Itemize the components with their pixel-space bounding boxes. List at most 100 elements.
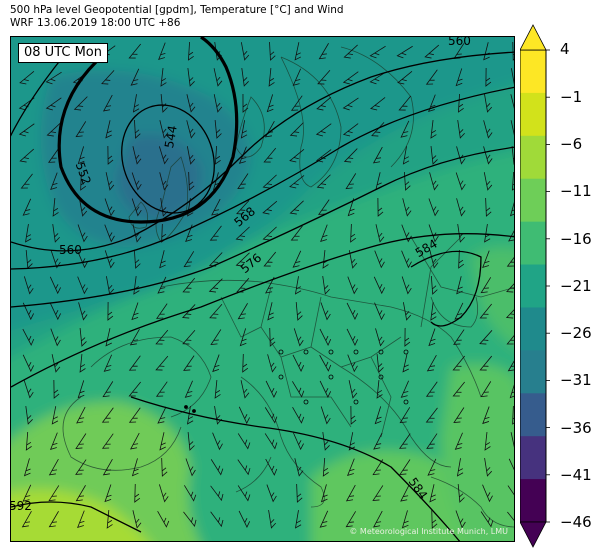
wind-barb [264,433,278,450]
wind-barb [480,511,494,528]
wind-barb [105,172,115,191]
wind-barb [263,147,277,163]
wind-barb [483,172,493,191]
wind-barb [347,354,358,373]
wind-barb [186,120,196,139]
wind-barb [373,276,385,295]
wind-barb [48,485,60,502]
wind-barb [343,148,358,163]
colorbar-bands [520,49,547,523]
wind-barb [130,432,140,450]
wind-barb [20,173,33,189]
wind-barb [425,381,438,397]
wind-barb [293,432,304,451]
wind-barb [322,276,330,295]
wind-barb [319,380,332,399]
wind-barb [425,69,438,85]
wind-barb [507,511,514,527]
wind-barb [45,97,62,111]
wind-barb [376,380,383,399]
wind-barb [369,71,386,85]
colorbar-label: −11 [560,182,592,200]
wind-barb [426,354,437,372]
colorbar-band [520,50,546,94]
wind-barb [79,354,86,373]
wind-barb [25,406,33,425]
wind-barb [263,251,277,267]
wind-barb [318,199,330,215]
wind-barb [19,148,34,163]
wind-barb [294,458,304,477]
wind-barb [18,123,35,137]
wind-barb [48,147,60,163]
wind-barb [457,484,465,503]
wind-barb [262,174,277,189]
wind-barb [75,485,86,502]
wind-barb [509,380,514,399]
wind-barb [485,197,492,217]
wind-barb [159,120,169,139]
wind-barb [208,278,223,293]
colorbar-label: −41 [560,466,592,484]
wind-barb [102,458,113,476]
wind-barb [269,41,276,61]
colorbar-band [520,307,546,351]
wind-barb [373,432,383,450]
colorbar-extend-top [520,24,547,51]
colorbar-label: −16 [560,230,592,248]
wind-barb [49,432,58,450]
wind-barb [52,224,60,243]
wind-barb [453,407,465,423]
wind-barb [505,304,514,319]
wind-barb [159,250,166,269]
wind-barb [452,381,465,397]
wind-barb [347,198,355,217]
wind-barb [183,511,197,528]
wind-barb [510,120,514,139]
wind-barb [396,45,413,59]
wind-barb [51,406,59,425]
wind-barb [483,120,493,139]
wind-barb [374,302,385,321]
wind-barb [214,120,222,139]
wind-barb [426,433,438,449]
wind-barb [51,354,61,373]
wind-barb [186,94,196,113]
wind-barb [157,510,170,528]
wind-barb [156,303,168,319]
wind-barb [134,483,141,503]
wind-barb [132,510,142,529]
wind-barb [128,407,141,423]
wind-barb [319,328,332,346]
wind-barb [184,380,193,398]
wind-barb [104,484,112,503]
colorbar-label: −36 [560,419,592,437]
wind-barb [131,198,142,217]
wind-barb [400,120,410,138]
wind-barb [510,432,514,451]
wind-barb [428,94,436,112]
colorbar-band [520,350,546,394]
wind-barb [73,96,88,111]
wind-barb [295,301,303,321]
colorbar-label: 4 [560,40,570,58]
wind-barb [212,432,223,451]
wind-barb [347,276,358,295]
wind-barb [186,146,196,165]
wind-barb [267,302,274,321]
wind-barb [456,458,464,477]
wind-barb [507,485,514,502]
wind-barb [50,328,61,347]
wind-barb [131,458,139,477]
wind-barb [399,459,411,475]
wind-barb [236,277,250,293]
wind-barb [77,224,88,243]
wind-barb [398,433,411,449]
wind-barb [430,275,438,295]
station-markers [184,349,409,413]
wind-barb [107,301,114,321]
wind-barb [130,68,140,86]
wind-barb [430,146,438,165]
wind-barb [241,68,249,87]
wind-barb [235,226,250,241]
